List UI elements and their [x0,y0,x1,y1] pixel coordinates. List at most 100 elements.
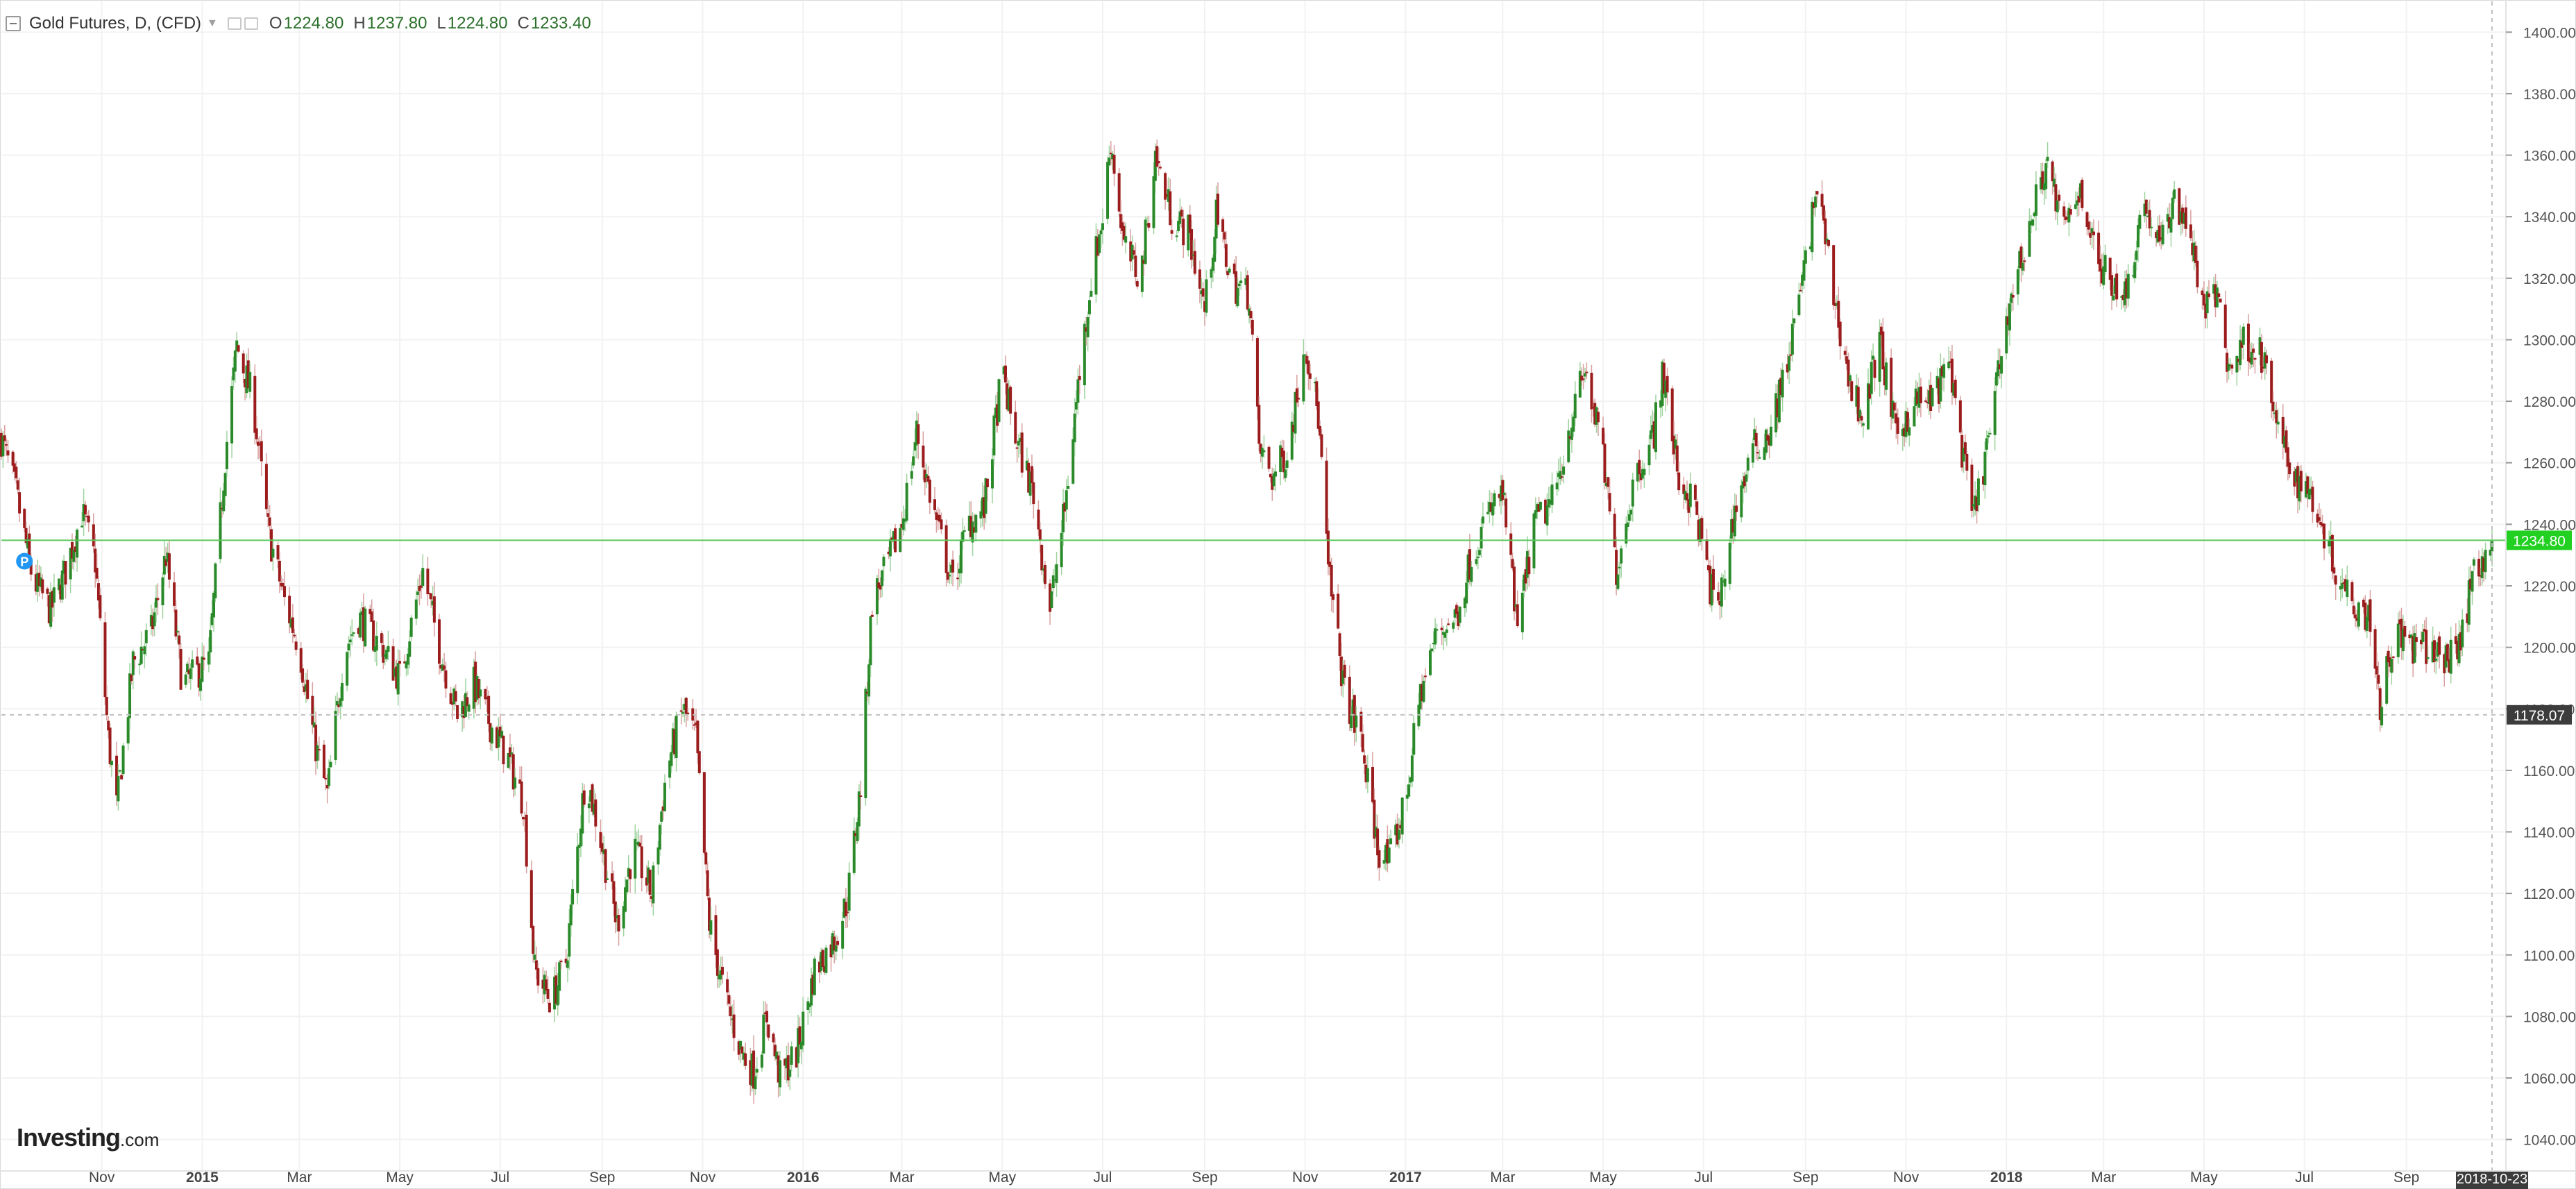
y-tick-label: 1380.00 [2523,87,2576,103]
candle-body [49,592,53,627]
candle-body [2146,215,2150,217]
candle-body [532,925,535,954]
candle-body [2367,605,2371,622]
candle-body [1050,591,1053,608]
candle-body [881,570,884,587]
candle-body [1422,680,1425,702]
candle-body [456,705,459,719]
x-tick-label: Mar [287,1170,312,1186]
candle-body [1613,514,1616,548]
candle-body [971,521,974,543]
y-tick-label: 1340.00 [2523,210,2576,226]
candle-body [497,730,500,748]
investing-logo[interactable]: Investing.com [17,1123,159,1152]
candle-body [979,511,983,518]
candle-body [1753,429,1756,440]
candle-body [1929,385,1933,411]
candle-body [230,386,234,444]
candle-body [36,573,40,592]
candle-body [12,463,16,472]
candle-body [449,693,452,705]
candle-body [2102,266,2105,285]
candle-body [1249,311,1253,319]
candle-body [278,560,281,582]
candle-body [675,716,678,758]
candle-body [5,444,8,446]
candle-body [2377,675,2380,684]
candle-body [2113,278,2117,294]
candle-body [1879,326,1883,335]
candle-body [1294,391,1297,434]
y-tick-label: 1100.00 [2523,948,2575,964]
candle-body [395,666,398,689]
candle-body [80,525,84,528]
candle-body [118,770,121,772]
candle-body [1917,387,1921,408]
candle-body [1361,734,1364,752]
chevron-down-icon[interactable]: ▼ [207,17,218,29]
candle-body [559,961,563,963]
candle-body [1267,446,1271,469]
candle-body [2316,514,2319,523]
candle-body [1954,380,1957,398]
candle-body [15,466,18,479]
candle-body [2148,210,2151,229]
candle-body [1718,600,1722,606]
candle-body [264,464,268,509]
candle-body [1705,539,1709,560]
candle-body [553,977,557,1010]
crosshair-date-badge [2456,1172,2529,1189]
candle-body [1607,477,1610,487]
p-marker[interactable] [16,553,33,570]
hide-icon[interactable] [244,17,258,30]
candle-body [406,653,409,665]
collapse-icon[interactable] [6,16,21,31]
candle-body [1662,362,1666,394]
candle-body [2271,401,2275,412]
candle-body [322,744,325,779]
candle-body [11,451,15,466]
candle-body [1908,427,1911,436]
candle-body [2285,430,2288,453]
candle-body [2228,364,2232,366]
candle-body [2454,636,2457,644]
candle-body [1674,439,1677,449]
candle-body [1065,490,1068,510]
candle-body [2248,357,2252,363]
candle-body [2179,211,2183,223]
candle-body [2391,656,2395,658]
candle-body [856,822,859,841]
candle-body [350,634,354,636]
p-marker-label[interactable]: P [20,555,28,569]
candle-body [348,639,352,643]
candle-body [1706,565,1710,571]
candle-body [533,954,536,960]
candle-body [2390,658,2393,673]
candle-body [1307,360,1310,375]
candle-body [969,516,973,537]
candle-body [303,686,306,693]
candle-body [726,979,729,993]
candle-body [51,591,54,608]
candle-body [915,420,918,446]
candle-body [799,1041,803,1049]
x-tick-label: 2018 [1990,1170,2023,1186]
settings-icon[interactable] [227,17,242,30]
candle-body [1837,301,1840,328]
candle-body [325,784,329,789]
candle-body [1631,479,1634,507]
x-tick-label: May [988,1170,1016,1186]
candle-body [2029,221,2033,226]
candle-body [444,670,448,689]
candle-body [709,920,713,935]
candle-body [2120,296,2124,298]
candle-body [1405,794,1409,799]
candle-body [1152,176,1155,228]
chart-legend: Gold Futures, D, (CFD) ▼ O 1224.80 H 123… [6,10,591,37]
legend-title[interactable]: Gold Futures, D, (CFD) [29,14,202,33]
candle-body [154,598,158,608]
candle-body [1572,416,1575,432]
candle-body [961,531,965,542]
